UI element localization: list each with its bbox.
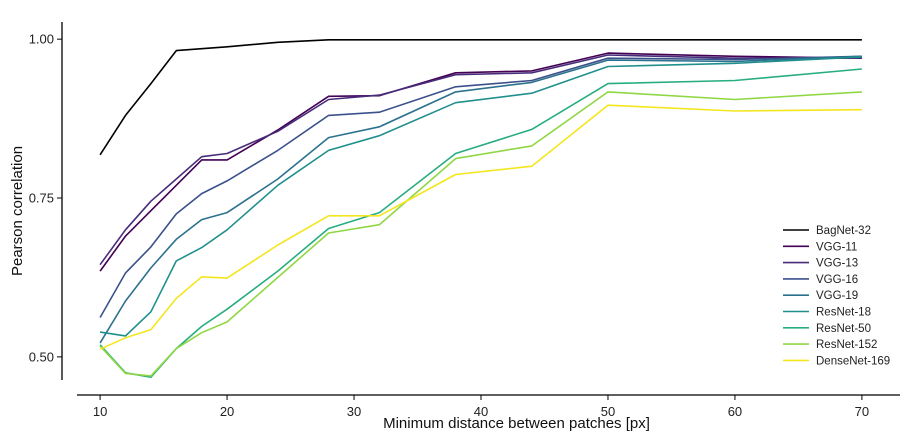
series-line-vgg-16 [99,55,862,318]
legend-label-resnet-50: ResNet-50 [816,323,871,335]
axes [61,22,900,396]
series-line-vgg-11 [99,52,862,272]
x-tick-label: 50 [601,404,615,419]
x-tick-label: 10 [93,404,107,419]
series-lines [99,38,862,379]
legend-label-bagnet-32: BagNet-32 [816,225,871,237]
legend-label-vgg-13: VGG-13 [816,258,858,270]
y-tick-label: 0.75 [29,191,54,206]
x-axis-title: Minimum distance between patches [px] [383,415,650,432]
legend-label-vgg-16: VGG-16 [816,274,858,286]
x-tick-label: 40 [474,404,488,419]
legend-label-resnet-18: ResNet-18 [816,307,871,319]
x-tick-label: 60 [728,404,742,419]
legend-label-vgg-19: VGG-19 [816,290,858,302]
series-line-resnet-50 [99,68,862,379]
legend-label-vgg-11: VGG-11 [816,241,857,253]
legend: BagNet-32 VGG-11 VGG-13 VGG-16 VGG-19 ResNet-… [783,225,890,367]
y-axis-title: Pearson correlation [9,146,26,276]
series-line-resnet-18 [99,56,862,337]
legend-label-densenet-169: DenseNet-169 [816,355,890,367]
series-line-resnet-152 [99,91,862,377]
x-tick-label: 70 [855,404,869,419]
y-tick-label: 1.00 [29,32,54,47]
series-line-densenet-169 [99,104,862,350]
x-tick-label: 30 [347,404,361,419]
y-tick-label: 0.50 [29,349,54,364]
series-line-bagnet-32 [99,38,862,156]
series-line-vgg-19 [99,55,862,344]
y-ticks: 0.50 0.75 1.00 [29,32,62,364]
series-line-vgg-13 [99,54,862,266]
x-tick-label: 20 [220,404,234,419]
legend-label-resnet-152: ResNet-152 [816,339,877,351]
x-ticks: 10 20 30 40 50 60 70 [93,395,869,419]
